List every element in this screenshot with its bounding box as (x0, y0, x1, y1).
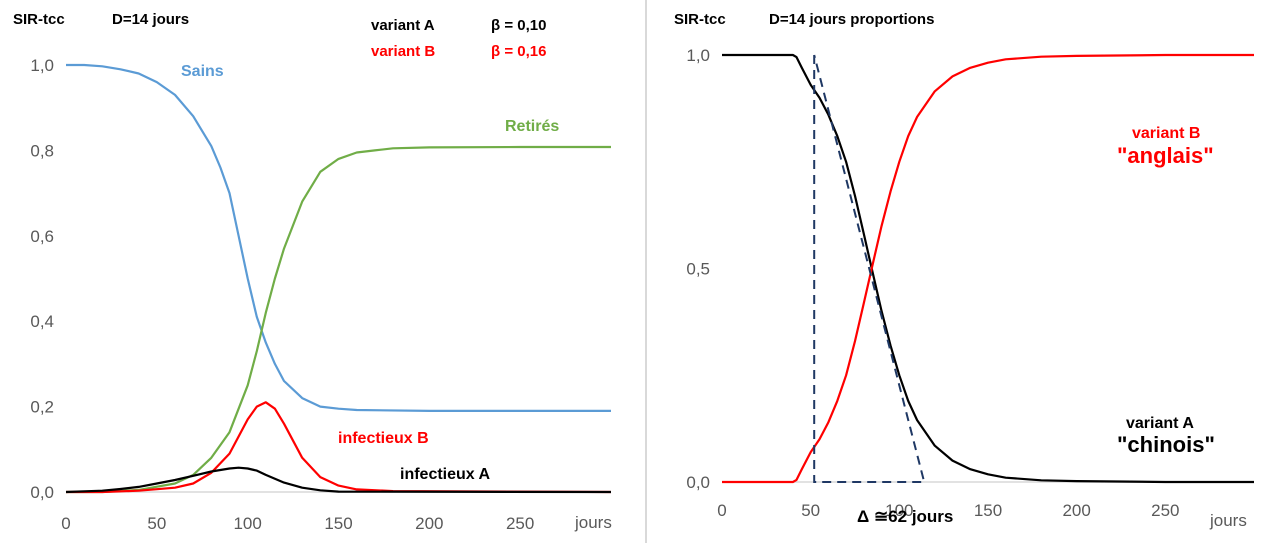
left-series-infectieux-a (65, 466, 612, 494)
curves-right (722, 53, 1254, 484)
left-x-tick-250: 250 (506, 514, 534, 533)
left-series-infectieux-b (66, 401, 612, 494)
legend-variant-b: variant B (371, 43, 435, 60)
label-chinois: "chinois" (1117, 432, 1215, 457)
x-axis-label-left: jours (574, 513, 612, 532)
left-series-retir-s (66, 145, 611, 494)
left-x-tick-0: 0 (61, 514, 70, 533)
label-infectieux-a: infectieux A (400, 466, 491, 483)
ticks-left: 0 50 100 150 200 250 0,0 0,2 0,4 0,6 0,8 1,0 (30, 56, 534, 533)
left-y-tick-0-2: 0,2 (30, 398, 54, 417)
label-sains: Sains (181, 63, 224, 80)
right-x-tick-0: 0 (717, 501, 726, 520)
right-series-variant-b (722, 53, 1254, 484)
left-series-sains (66, 63, 611, 412)
right-x-tick-200: 200 (1062, 501, 1090, 520)
chart-left-model: SIR-tcc (13, 11, 65, 28)
chart-left-duration: D=14 jours (112, 11, 189, 28)
left-y-tick-0-0: 0,0 (30, 483, 54, 502)
chart-right-model: SIR-tcc (674, 11, 726, 28)
legend-beta-b: β = 0,16 (491, 43, 546, 60)
label-variant-a: variant A (1126, 415, 1194, 432)
right-y-tick-0-5: 0,5 (686, 260, 710, 279)
right-x-tick-100: 100 (885, 501, 913, 520)
sir-chart-left: SIR-tcc D=14 jours variant A β = 0,10 va… (13, 11, 612, 533)
label-retires: Retirés (505, 118, 559, 135)
ticks-right: 0 50 100 150 200 250 0,0 0,5 1,0 (686, 46, 1179, 520)
right-x-tick-150: 150 (974, 501, 1002, 520)
left-x-tick-50: 50 (147, 514, 166, 533)
left-x-tick-100: 100 (233, 514, 261, 533)
legend-beta-a: β = 0,10 (491, 17, 546, 34)
left-y-tick-0-4: 0,4 (30, 312, 54, 331)
chart-panel-left: SIR-tcc D=14 jours variant A β = 0,10 va… (13, 11, 612, 533)
right-x-tick-50: 50 (801, 501, 820, 520)
label-variant-b: variant B (1132, 125, 1200, 142)
x-axis-label-right: jours (1209, 511, 1247, 530)
sir-chart-right: SIR-tcc D=14 jours proportions 0 50 100 150… (674, 11, 1254, 530)
left-y-tick-0-6: 0,6 (30, 227, 54, 246)
right-y-tick-1-0: 1,0 (686, 46, 710, 65)
label-infectieux-b: infectieux B (338, 430, 429, 447)
right-y-tick-0-0: 0,0 (686, 473, 710, 492)
left-y-tick-0-8: 0,8 (30, 141, 54, 160)
curves-left (65, 63, 612, 494)
chart-panel-right: SIR-tcc D=14 jours proportions 0 50 100 150… (652, 0, 1276, 543)
legend-variant-a: variant A (371, 17, 435, 34)
right-x-tick-250: 250 (1151, 501, 1179, 520)
delta-label: Δ ≅62 jours (857, 507, 953, 526)
left-y-tick-1-0: 1,0 (30, 56, 54, 75)
chart-right-duration: D=14 jours proportions (769, 11, 934, 28)
right-series-variant-a (722, 53, 1254, 484)
right-tangent-dashed (813, 54, 926, 483)
left-x-tick-200: 200 (415, 514, 443, 533)
panel-divider (645, 0, 647, 543)
label-anglais: "anglais" (1117, 143, 1214, 168)
left-x-tick-150: 150 (324, 514, 352, 533)
